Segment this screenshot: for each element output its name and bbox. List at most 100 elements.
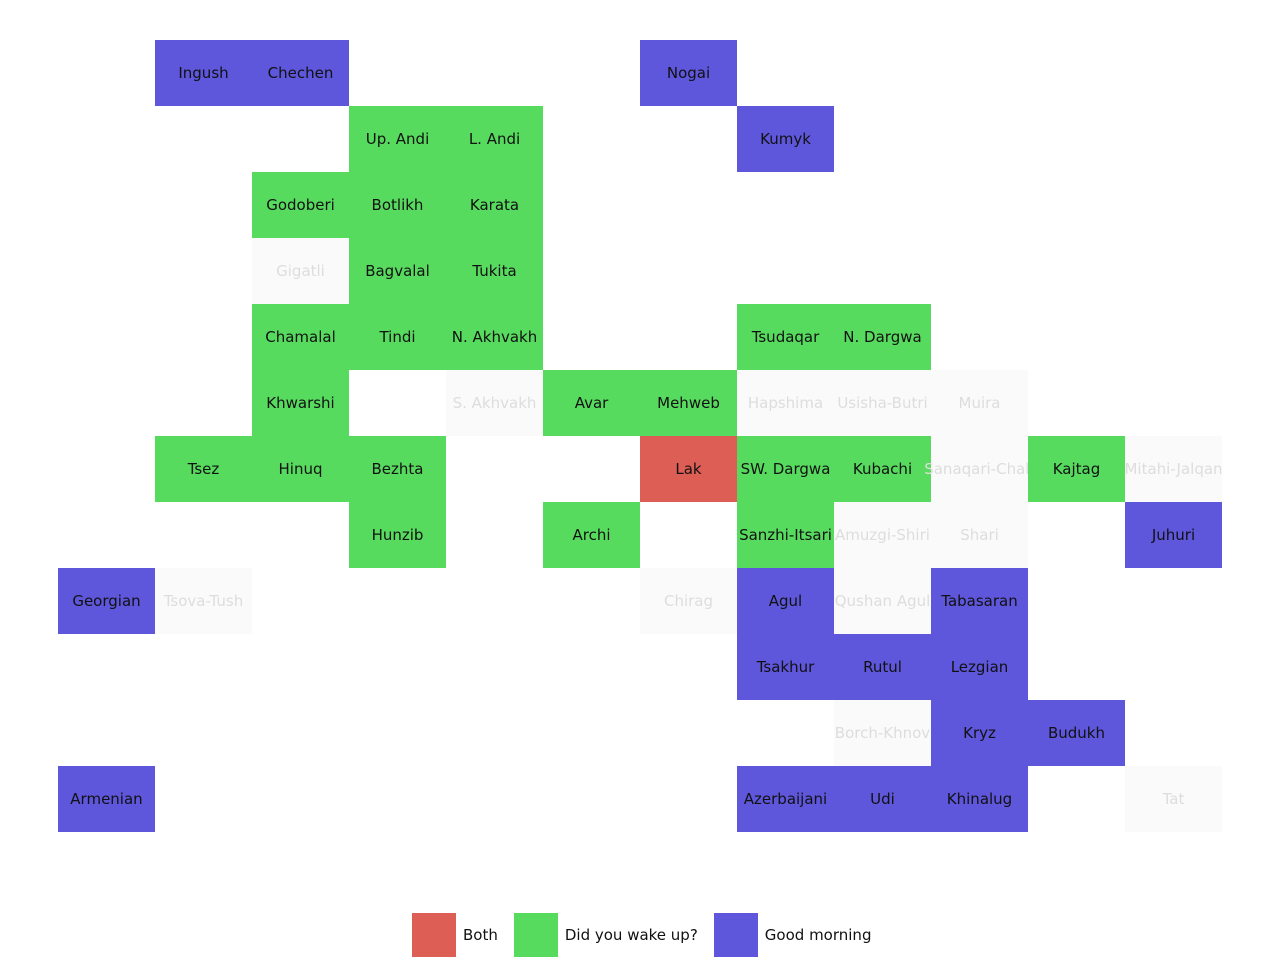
grid-cell: Qushan Agul bbox=[834, 568, 931, 634]
grid-cell-label: S. Akhvakh bbox=[452, 394, 537, 412]
grid-cell: Khinalug bbox=[931, 766, 1028, 832]
grid-cell-label: Botlikh bbox=[371, 196, 424, 214]
grid-cell-label: Kumyk bbox=[760, 130, 811, 148]
grid-cell-label: Bagvalal bbox=[365, 262, 430, 280]
grid-cell-label: Juhuri bbox=[1151, 526, 1196, 544]
grid-cell: Godoberi bbox=[252, 172, 349, 238]
grid-cell-label: Sanzhi-Itsari bbox=[739, 526, 832, 544]
grid-cell-label: Lezgian bbox=[950, 658, 1009, 676]
grid-cell: Usisha-Butri bbox=[834, 370, 931, 436]
grid-cell: Bezhta bbox=[349, 436, 446, 502]
grid-cell-label: Chirag bbox=[663, 592, 714, 610]
grid-cell: Kryz bbox=[931, 700, 1028, 766]
grid-cell: Hinuq bbox=[252, 436, 349, 502]
grid-cell-label: Tsakhur bbox=[756, 658, 815, 676]
grid-cell: Chirag bbox=[640, 568, 737, 634]
grid-cell-label: Muira bbox=[958, 394, 1001, 412]
grid-cell-label: Bezhta bbox=[371, 460, 424, 478]
grid-cell: N. Dargwa bbox=[834, 304, 931, 370]
grid-cell-label: Khinalug bbox=[946, 790, 1013, 808]
grid-cell: S. Akhvakh bbox=[446, 370, 543, 436]
grid-cell-label: Chamalal bbox=[265, 328, 336, 346]
grid-cell-label: Tindi bbox=[379, 328, 416, 346]
grid-cell: Chechen bbox=[252, 40, 349, 106]
grid-cell-label: Azerbaijani bbox=[743, 790, 828, 808]
grid-cell-label: Tsudaqar bbox=[751, 328, 820, 346]
grid-cell-label: Mehweb bbox=[657, 394, 720, 412]
grid-cell: Kubachi bbox=[834, 436, 931, 502]
grid-cell: Up. Andi bbox=[349, 106, 446, 172]
legend-swatch-morning bbox=[713, 913, 758, 957]
grid-cell: L. Andi bbox=[446, 106, 543, 172]
grid-cell: Rutul bbox=[834, 634, 931, 700]
grid-cell: Udi bbox=[834, 766, 931, 832]
grid-cell: Sanzhi-Itsari bbox=[737, 502, 834, 568]
grid-cell-label: Hapshima bbox=[747, 394, 824, 412]
grid-cell: Shari bbox=[931, 502, 1028, 568]
legend-item-morning: Good morning bbox=[713, 913, 872, 957]
grid-cell: Agul bbox=[737, 568, 834, 634]
grid-cell: Lezgian bbox=[931, 634, 1028, 700]
grid-cell: Tsakhur bbox=[737, 634, 834, 700]
grid-cell-label: Tsova-Tush bbox=[163, 592, 244, 610]
grid-cell-label: Tukita bbox=[472, 262, 517, 280]
legend-label-both: Both bbox=[463, 926, 498, 944]
grid-cell-label: Ingush bbox=[178, 64, 229, 82]
grid-cell: Muira bbox=[931, 370, 1028, 436]
grid-cell: Juhuri bbox=[1125, 502, 1222, 568]
grid-cell-label: Tsez bbox=[187, 460, 220, 478]
grid-cell: Tukita bbox=[446, 238, 543, 304]
legend-label-wake: Did you wake up? bbox=[564, 926, 698, 944]
legend-swatch-both bbox=[412, 913, 456, 957]
grid-cell-label: Karata bbox=[469, 196, 520, 214]
grid-cell-label: Amuzgi-Shiri bbox=[835, 526, 930, 544]
grid-cell-label: Sanaqari-Chah bbox=[924, 460, 1035, 478]
grid-cell: Avar bbox=[543, 370, 640, 436]
grid-cell: Ingush bbox=[155, 40, 252, 106]
grid-cell-label: Borch-Khnov bbox=[834, 724, 931, 742]
grid-cell-label: Qushan Agul bbox=[834, 592, 931, 610]
grid-cell: Azerbaijani bbox=[737, 766, 834, 832]
legend-item-wake: Did you wake up? bbox=[513, 913, 698, 957]
grid-cell: Botlikh bbox=[349, 172, 446, 238]
grid-cell: Chamalal bbox=[252, 304, 349, 370]
grid-cell-label: Up. Andi bbox=[365, 130, 430, 148]
grid-cell: Mitahi-Jalqan bbox=[1124, 436, 1223, 502]
grid-cell-label: Khwarshi bbox=[266, 394, 335, 412]
grid-cell: Amuzgi-Shiri bbox=[834, 502, 931, 568]
grid-cell: Mehweb bbox=[640, 370, 737, 436]
grid-cell: Archi bbox=[543, 502, 640, 568]
grid-cell: Armenian bbox=[58, 766, 155, 832]
legend: Both Did you wake up? Good morning bbox=[412, 913, 887, 957]
grid-cell-label: Hunzib bbox=[371, 526, 424, 544]
grid-cell: Tindi bbox=[349, 304, 446, 370]
grid-cell: SW. Dargwa bbox=[737, 436, 834, 502]
grid-cell-label: Kubachi bbox=[852, 460, 913, 478]
grid-cell: Hapshima bbox=[737, 370, 834, 436]
grid-cell: Tsez bbox=[155, 436, 252, 502]
grid-cell-label: Lak bbox=[675, 460, 702, 478]
grid-cell-label: N. Akhvakh bbox=[451, 328, 538, 346]
grid-cell-label: Kajtag bbox=[1052, 460, 1101, 478]
grid-cell-label: Mitahi-Jalqan bbox=[1124, 460, 1223, 478]
grid-cell-label: Avar bbox=[574, 394, 609, 412]
grid-cell-label: Rutul bbox=[863, 658, 902, 676]
grid-cell: Tsova-Tush bbox=[155, 568, 252, 634]
grid-cell-label: Hinuq bbox=[278, 460, 323, 478]
grid-cell: Lak bbox=[640, 436, 737, 502]
grid-cell: Tat bbox=[1125, 766, 1222, 832]
grid-cell-label: Archi bbox=[572, 526, 611, 544]
grid-cell: Tabasaran bbox=[931, 568, 1028, 634]
grid-cell: Tsudaqar bbox=[737, 304, 834, 370]
grid-cell: N. Akhvakh bbox=[446, 304, 543, 370]
grid-cell: Sanaqari-Chah bbox=[924, 436, 1035, 502]
grid-cell-label: Georgian bbox=[72, 592, 141, 610]
grid-cell-label: Armenian bbox=[70, 790, 143, 808]
grid-cell-label: Kryz bbox=[963, 724, 996, 742]
grid-cell-label: Udi bbox=[870, 790, 895, 808]
grid-cell-label: Budukh bbox=[1047, 724, 1106, 742]
legend-label-morning: Good morning bbox=[764, 926, 872, 944]
grid-cell-label: Nogai bbox=[666, 64, 711, 82]
legend-item-both: Both bbox=[412, 913, 498, 957]
